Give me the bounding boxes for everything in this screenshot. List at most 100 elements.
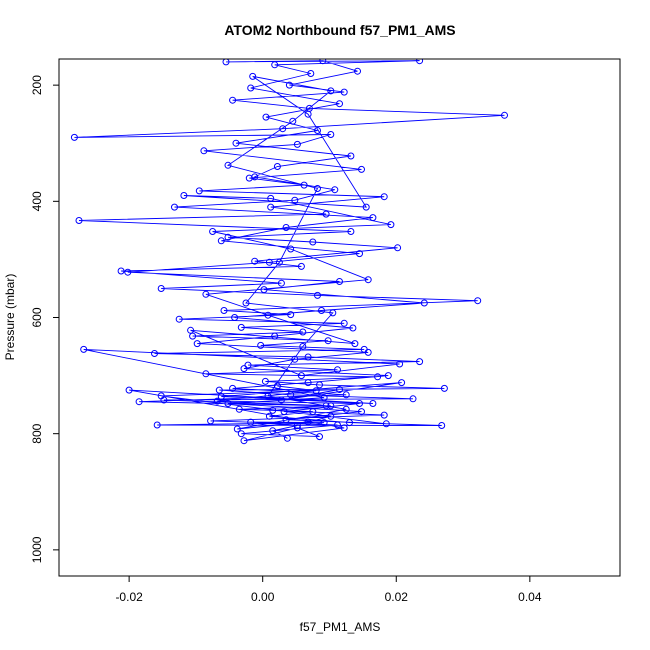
data-point	[384, 372, 392, 380]
data-point	[247, 418, 255, 426]
data-point	[358, 165, 365, 173]
data-point	[501, 111, 508, 119]
chart-title: ATOM2 Northbound f57_PM1_AMS	[224, 22, 455, 38]
data-point	[153, 421, 161, 429]
plot-area	[70, 59, 508, 445]
data-point	[275, 258, 283, 266]
data-point	[280, 408, 288, 416]
data-point	[324, 337, 332, 345]
data-point	[285, 81, 293, 89]
data-point	[224, 161, 232, 169]
x-tick-label: 0.02	[385, 590, 409, 604]
data-point	[320, 419, 328, 427]
data-point	[224, 233, 232, 241]
data-point	[380, 411, 388, 419]
data-point	[340, 424, 348, 432]
data-point	[271, 332, 279, 340]
data-point	[213, 397, 221, 405]
data-point	[235, 405, 243, 413]
y-tick-label: 400	[30, 191, 44, 211]
data-point	[346, 419, 353, 427]
data-point	[318, 307, 325, 314]
series-line	[74, 60, 505, 442]
data-point	[380, 193, 388, 201]
data-point	[336, 386, 343, 393]
data-point	[264, 392, 272, 400]
data-point	[249, 72, 257, 80]
data-point	[70, 133, 78, 141]
data-point	[193, 340, 201, 348]
data-point	[125, 386, 133, 394]
data-point	[200, 147, 208, 155]
data-point	[396, 360, 404, 368]
data-point	[369, 214, 377, 222]
data-point	[291, 196, 299, 204]
data-point	[151, 350, 158, 357]
data-point	[175, 315, 183, 323]
data-point	[269, 406, 277, 414]
data-point	[299, 343, 307, 350]
data-point	[180, 192, 188, 199]
data-point	[251, 173, 259, 181]
data-point	[273, 382, 281, 390]
data-point	[271, 61, 279, 69]
data-point	[334, 421, 341, 429]
data-point	[369, 400, 377, 407]
data-point	[267, 194, 275, 202]
data-point	[240, 437, 248, 445]
data-point	[265, 258, 273, 266]
data-point	[394, 244, 402, 252]
data-point	[217, 393, 225, 400]
data-point	[297, 372, 305, 380]
data-point	[340, 88, 348, 96]
series-layer	[70, 59, 508, 445]
data-point	[293, 140, 301, 148]
data-point	[304, 418, 312, 426]
data-point	[229, 96, 237, 104]
data-point	[340, 319, 348, 327]
data-point	[244, 361, 252, 369]
data-point	[347, 152, 355, 160]
data-point	[327, 412, 335, 420]
data-point	[299, 328, 307, 336]
data-point	[157, 392, 165, 400]
data-point	[220, 307, 228, 314]
data-point	[342, 391, 350, 399]
data-point	[309, 238, 317, 246]
data-point	[282, 416, 290, 424]
data-point	[229, 384, 237, 392]
data-point	[409, 395, 417, 403]
data-point	[231, 314, 239, 321]
data-point	[279, 125, 287, 133]
data-point	[217, 237, 225, 245]
data-point	[269, 427, 277, 435]
data-point	[349, 324, 357, 332]
data-point	[287, 391, 295, 399]
data-point	[356, 250, 363, 258]
data-point	[440, 384, 448, 392]
data-point	[277, 396, 285, 404]
data-point	[262, 113, 270, 121]
data-point	[247, 84, 255, 92]
data-point	[314, 127, 321, 134]
data-point	[314, 291, 321, 299]
data-point	[293, 422, 301, 429]
data-point	[474, 297, 482, 305]
data-point	[334, 366, 341, 374]
data-point	[316, 433, 323, 441]
y-tick-label: 800	[30, 423, 44, 443]
data-point	[354, 67, 361, 75]
data-point	[319, 59, 327, 65]
data-point	[195, 187, 203, 195]
data-point	[237, 323, 245, 331]
data-point	[307, 70, 315, 77]
data-point	[316, 381, 323, 389]
data-point	[209, 228, 217, 235]
data-point	[314, 185, 321, 192]
data-point	[416, 59, 424, 65]
y-tick-label: 1000	[30, 536, 44, 563]
data-point	[304, 379, 312, 387]
data-point	[261, 377, 269, 385]
